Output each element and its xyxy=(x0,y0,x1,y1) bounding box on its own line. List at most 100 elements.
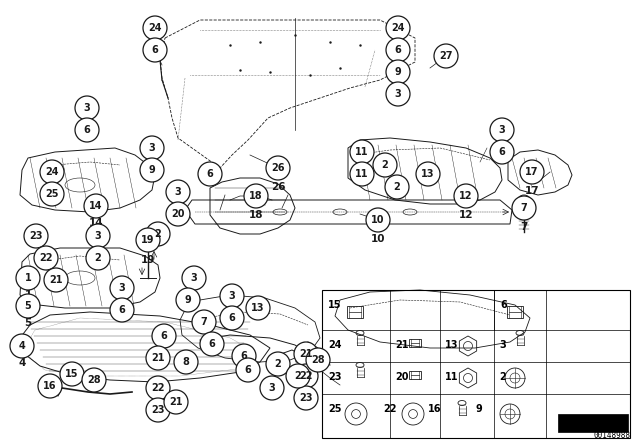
Text: 3: 3 xyxy=(499,125,506,135)
Circle shape xyxy=(266,156,290,180)
Text: 10: 10 xyxy=(371,234,385,244)
Circle shape xyxy=(350,162,374,186)
Circle shape xyxy=(182,266,206,290)
Text: 3: 3 xyxy=(395,89,401,99)
Text: 6: 6 xyxy=(500,300,507,310)
Circle shape xyxy=(366,208,390,232)
Circle shape xyxy=(60,362,84,386)
Circle shape xyxy=(110,298,134,322)
Circle shape xyxy=(38,374,62,398)
Circle shape xyxy=(34,246,58,270)
Text: 2: 2 xyxy=(155,229,161,239)
Bar xyxy=(507,306,524,318)
Circle shape xyxy=(490,118,514,142)
Circle shape xyxy=(136,228,160,252)
Text: 6: 6 xyxy=(209,339,216,349)
Text: 28: 28 xyxy=(311,355,325,365)
Text: 6: 6 xyxy=(84,125,90,135)
Text: 1: 1 xyxy=(24,273,31,283)
Circle shape xyxy=(244,184,268,208)
Circle shape xyxy=(140,158,164,182)
Text: 6: 6 xyxy=(161,331,168,341)
Circle shape xyxy=(512,196,536,220)
Text: 3: 3 xyxy=(191,273,197,283)
Circle shape xyxy=(236,358,260,382)
Text: 2: 2 xyxy=(499,372,506,382)
Circle shape xyxy=(84,194,108,218)
Circle shape xyxy=(385,175,409,199)
Text: 3: 3 xyxy=(499,340,506,350)
Text: 13: 13 xyxy=(445,340,458,350)
Text: 5: 5 xyxy=(24,301,31,311)
Text: 9: 9 xyxy=(184,295,191,305)
Text: 3: 3 xyxy=(95,231,101,241)
Circle shape xyxy=(166,202,190,226)
Circle shape xyxy=(520,160,544,184)
Text: 3: 3 xyxy=(269,383,275,393)
Circle shape xyxy=(146,346,170,370)
Text: 8: 8 xyxy=(182,357,189,367)
Text: 6: 6 xyxy=(395,45,401,55)
Circle shape xyxy=(294,386,318,410)
Text: 16: 16 xyxy=(428,404,442,414)
Text: 19: 19 xyxy=(141,255,155,265)
Text: 24: 24 xyxy=(328,340,342,350)
Text: 5: 5 xyxy=(24,318,31,328)
Text: 22: 22 xyxy=(151,383,164,393)
Text: 6: 6 xyxy=(244,365,252,375)
Text: 19: 19 xyxy=(141,235,155,245)
Circle shape xyxy=(306,348,330,372)
Text: 2: 2 xyxy=(95,253,101,263)
Text: 17: 17 xyxy=(525,186,540,196)
Text: 24: 24 xyxy=(45,167,59,177)
Circle shape xyxy=(350,140,374,164)
Text: 2: 2 xyxy=(381,160,388,170)
Bar xyxy=(409,371,421,379)
Text: 6: 6 xyxy=(228,313,236,323)
Circle shape xyxy=(517,195,531,209)
Text: 11: 11 xyxy=(355,147,369,157)
Circle shape xyxy=(232,344,256,368)
Circle shape xyxy=(260,376,284,400)
Text: 6: 6 xyxy=(241,351,248,361)
Circle shape xyxy=(10,334,34,358)
Circle shape xyxy=(386,16,410,40)
Text: 18: 18 xyxy=(249,210,263,220)
Circle shape xyxy=(200,332,224,356)
Text: 20: 20 xyxy=(395,372,408,382)
Circle shape xyxy=(198,162,222,186)
Text: 18: 18 xyxy=(249,191,263,201)
Circle shape xyxy=(246,296,270,320)
Text: 15: 15 xyxy=(65,369,79,379)
Text: 11: 11 xyxy=(445,372,458,382)
Text: 25: 25 xyxy=(45,189,59,199)
Circle shape xyxy=(143,38,167,62)
Text: 9: 9 xyxy=(395,67,401,77)
Text: 23: 23 xyxy=(328,372,342,382)
Text: 22: 22 xyxy=(300,371,313,381)
Text: 6: 6 xyxy=(152,45,158,55)
Circle shape xyxy=(146,398,170,422)
Circle shape xyxy=(86,246,110,270)
Circle shape xyxy=(373,153,397,177)
Circle shape xyxy=(143,16,167,40)
Circle shape xyxy=(75,118,99,142)
Bar xyxy=(347,306,364,318)
Text: 17: 17 xyxy=(525,167,539,177)
Text: 21: 21 xyxy=(395,340,408,350)
Text: 22: 22 xyxy=(39,253,52,263)
Circle shape xyxy=(75,96,99,120)
Text: 6: 6 xyxy=(118,305,125,315)
Circle shape xyxy=(176,288,200,312)
Text: 4: 4 xyxy=(19,341,26,351)
Text: 16: 16 xyxy=(44,381,57,391)
Circle shape xyxy=(386,60,410,84)
Text: 6: 6 xyxy=(207,169,213,179)
Text: 23: 23 xyxy=(151,405,164,415)
Text: 14: 14 xyxy=(89,201,103,211)
Bar xyxy=(409,339,421,347)
Text: 3: 3 xyxy=(118,283,125,293)
Text: 11: 11 xyxy=(355,169,369,179)
Text: 3: 3 xyxy=(148,143,156,153)
Text: 13: 13 xyxy=(252,303,265,313)
